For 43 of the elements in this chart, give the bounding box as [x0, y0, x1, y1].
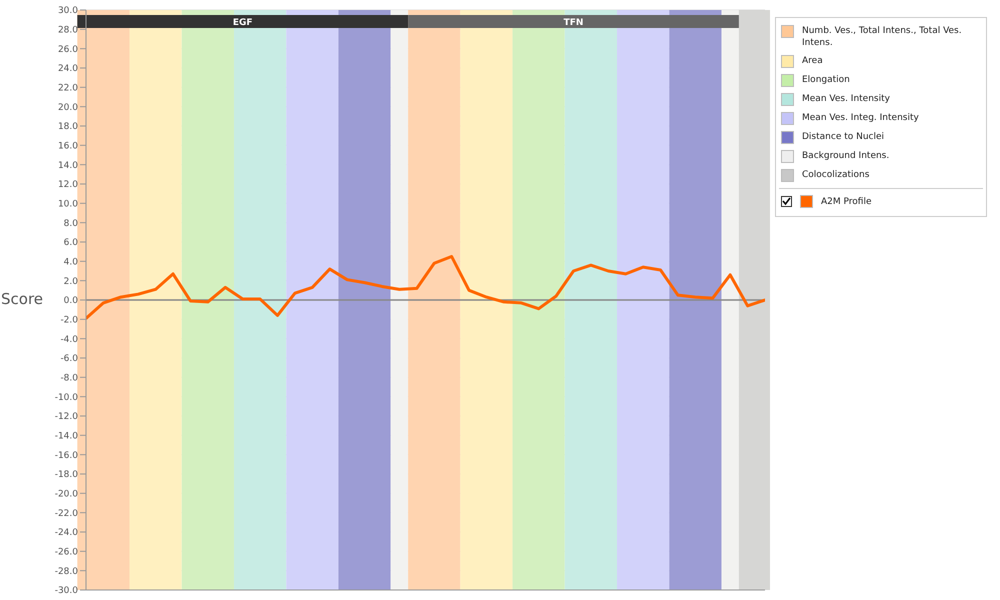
legend-label: A2M Profile: [821, 196, 872, 206]
y-tick-label: -2.0: [60, 316, 78, 326]
y-axis-title: Score: [1, 290, 44, 308]
y-tick-label: 4.0: [64, 258, 78, 268]
text: Distance to Nuclei: [802, 131, 884, 143]
y-tick-label: -18.0: [54, 470, 78, 480]
y-tick-label: -24.0: [54, 528, 78, 538]
y-tick-label: -30.0: [54, 586, 78, 596]
y-tick-label: -16.0: [54, 450, 78, 461]
y-tick-label: -8.0: [60, 374, 78, 384]
y-tick-label: -28.0: [54, 566, 78, 577]
annotation: EGF: [232, 18, 253, 28]
y-tick-label: 14.0: [58, 160, 78, 171]
annotation: TFN: [564, 18, 584, 28]
text: Mean Ves. Intensity: [802, 93, 890, 105]
y-tick-label: 2.0: [64, 276, 78, 287]
y-tick-label: 20.0: [58, 102, 78, 113]
y-tick-label: 24.0: [58, 64, 78, 74]
text: Numb. Ves., Total Intens., Total Ves. Intens.: [802, 25, 963, 49]
text: Colocolizations: [802, 169, 870, 181]
y-tick-label: 8.0: [64, 218, 78, 229]
text: Area: [802, 55, 823, 67]
y-tick-label: -14.0: [54, 432, 78, 442]
text: Background Intens.: [802, 150, 890, 162]
y-tick-label: 22.0: [58, 84, 78, 94]
y-tick-label: 0.0: [64, 296, 78, 306]
y-tick-label: -6.0: [60, 354, 78, 364]
y-tick-label: -10.0: [54, 392, 78, 403]
text: Elongation: [802, 74, 850, 86]
y-tick-label: 26.0: [58, 44, 78, 55]
y-tick-label: -22.0: [54, 508, 78, 519]
y-tick-label: 12.0: [58, 180, 78, 190]
y-tick-label: -12.0: [54, 412, 78, 422]
text: Mean Ves. Integ. Intensity: [802, 112, 919, 124]
y-tick-label: 6.0: [64, 238, 78, 248]
y-tick-label: -26.0: [54, 548, 78, 558]
y-tick-label: -4.0: [60, 334, 78, 345]
y-tick-label: -20.0: [54, 490, 78, 500]
y-tick-label: 28.0: [58, 26, 78, 36]
y-tick-label: 30.0: [58, 6, 78, 16]
y-tick-label: 18.0: [58, 122, 78, 132]
y-tick-label: 16.0: [58, 142, 78, 152]
y-tick-label: 10.0: [58, 200, 78, 210]
